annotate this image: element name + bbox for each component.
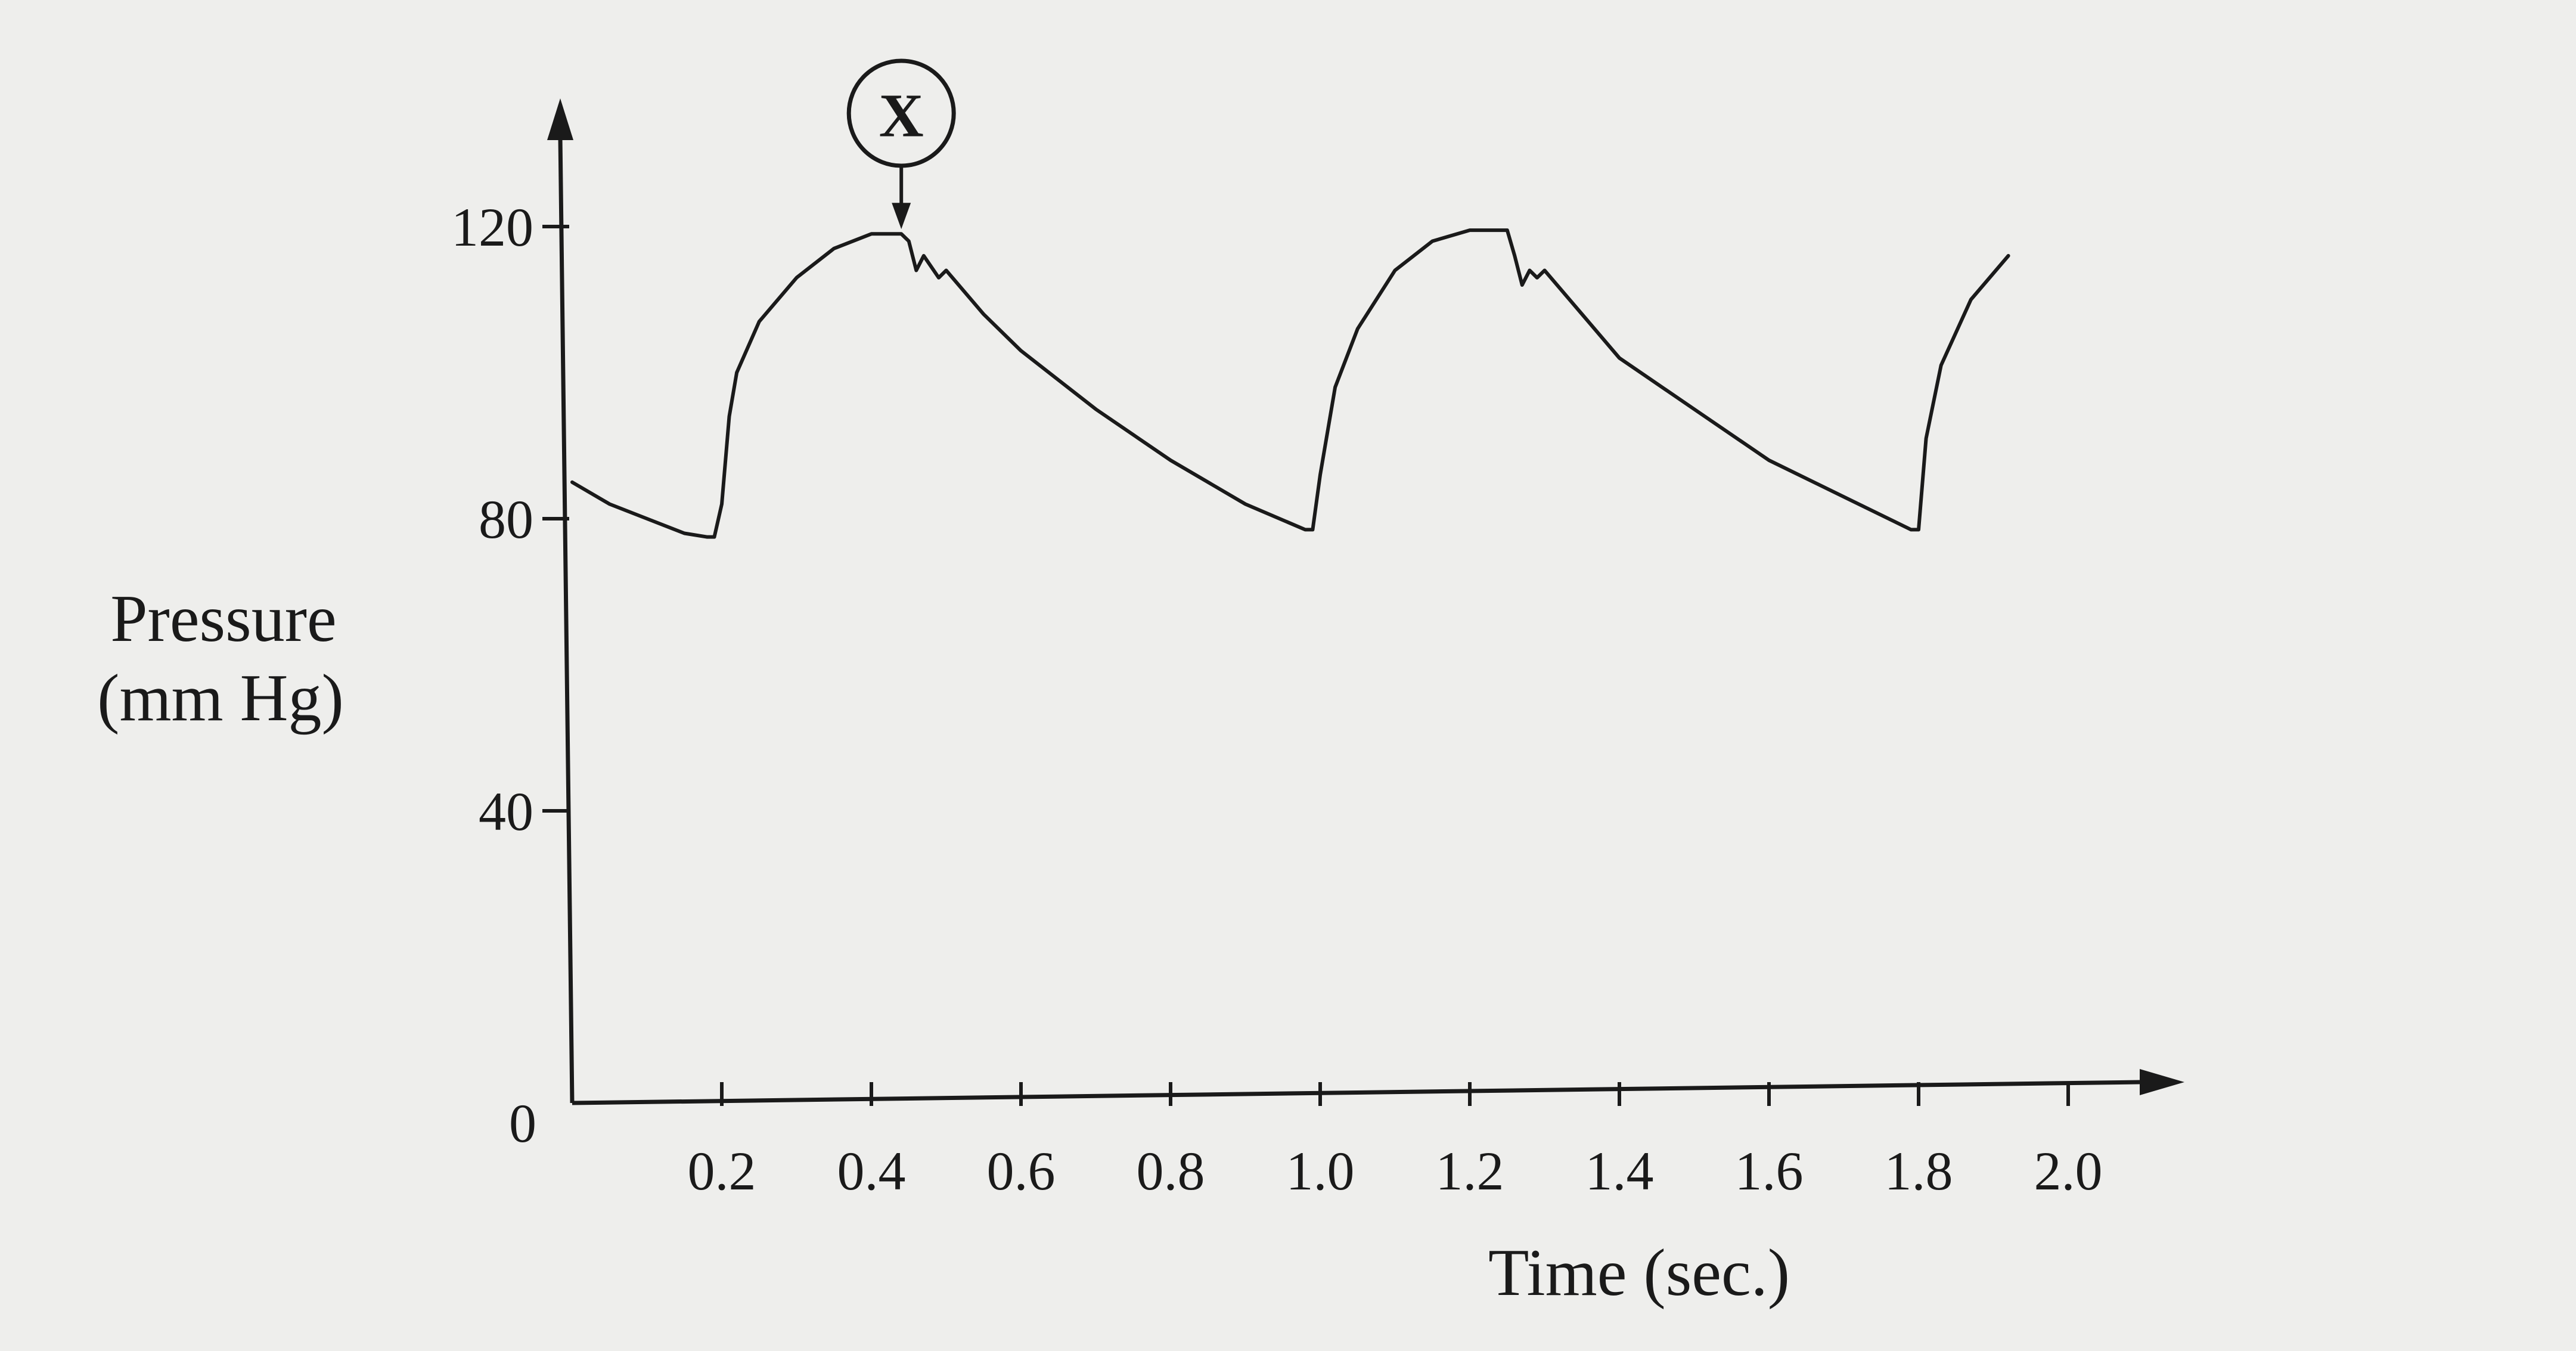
y-tick-label: 80 [479, 489, 533, 550]
x-axis [572, 1069, 2184, 1105]
y-axis-title-line-1: Pressure [110, 582, 336, 656]
x-tick-label: 1.2 [1436, 1141, 1504, 1201]
x-tick-label: 2.0 [2034, 1141, 2103, 1201]
x-axis-title: Time (sec.) [1488, 1236, 1790, 1310]
x-tick-label: 1.8 [1885, 1141, 1953, 1201]
x-tick-label: 1.6 [1735, 1141, 1804, 1201]
x-tick-label: 0.6 [987, 1141, 1056, 1201]
y-ticks: 0 40 80 120 [451, 197, 569, 1154]
x-tick-label: 1.0 [1286, 1141, 1355, 1201]
x-tick-label: 0.4 [837, 1141, 906, 1201]
y-tick-label: 120 [451, 197, 533, 258]
y-axis-line [558, 137, 575, 1104]
pressure-series-line [570, 228, 2010, 539]
y-axis [547, 98, 575, 1104]
y-tick-label: 40 [479, 781, 533, 842]
y-axis-title-line-2: (mm Hg) [97, 661, 344, 735]
x-ticks: 0.2 0.4 0.6 0.8 1.0 1.2 1.4 1.6 1.8 2.0 [688, 1082, 2103, 1201]
y-axis-title: Pressure (mm Hg) [97, 582, 344, 735]
x-tick-label: 1.4 [1585, 1141, 1654, 1201]
x-tick-label: 0.8 [1137, 1141, 1205, 1201]
x-tick-label: 0.2 [688, 1141, 756, 1201]
x-axis-line [572, 1080, 2140, 1105]
y-tick-label: 0 [509, 1093, 536, 1154]
x-axis-arrow [2140, 1069, 2184, 1095]
annotation-x: X [846, 58, 956, 230]
y-axis-arrow [547, 98, 573, 140]
annotation-arrow-head [892, 203, 911, 230]
annotation-label: X [879, 82, 924, 150]
